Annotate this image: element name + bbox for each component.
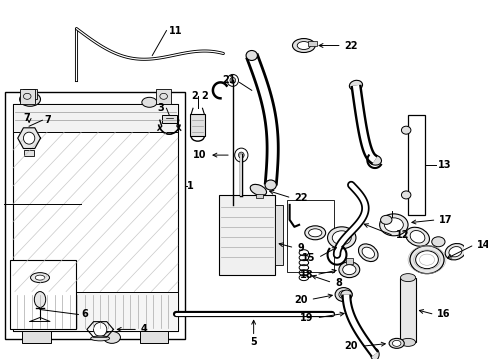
Ellipse shape [264, 180, 276, 190]
Circle shape [238, 152, 244, 158]
Ellipse shape [348, 80, 362, 90]
Ellipse shape [400, 274, 415, 282]
Ellipse shape [384, 218, 403, 232]
Ellipse shape [103, 332, 120, 343]
Bar [24, 150, 34, 156]
Polygon shape [18, 128, 41, 149]
Ellipse shape [297, 41, 310, 50]
Bar [275, 205, 283, 265]
Ellipse shape [431, 237, 444, 247]
Ellipse shape [392, 340, 400, 346]
Bar [345, 258, 352, 264]
Ellipse shape [292, 39, 315, 53]
Ellipse shape [388, 338, 404, 348]
Ellipse shape [448, 247, 461, 257]
Bar [22, 332, 51, 343]
Ellipse shape [334, 288, 351, 302]
Ellipse shape [30, 273, 49, 283]
Ellipse shape [401, 191, 410, 199]
Text: 14: 14 [476, 240, 488, 250]
Circle shape [93, 323, 106, 336]
Ellipse shape [20, 92, 41, 106]
Text: 16: 16 [437, 310, 450, 319]
Ellipse shape [331, 231, 350, 245]
Text: 11: 11 [169, 26, 183, 36]
Bar [255, 194, 263, 198]
Bar [5, 92, 185, 339]
Text: 3: 3 [157, 103, 163, 113]
Ellipse shape [409, 246, 443, 274]
Ellipse shape [24, 95, 36, 103]
Ellipse shape [338, 262, 359, 278]
Bar [13, 104, 178, 332]
Text: 2: 2 [191, 91, 198, 101]
Ellipse shape [35, 275, 45, 280]
Text: 12: 12 [395, 230, 408, 240]
Ellipse shape [304, 226, 325, 240]
Ellipse shape [340, 290, 351, 299]
Text: 15: 15 [301, 253, 315, 263]
Ellipse shape [34, 292, 45, 307]
Ellipse shape [308, 229, 321, 237]
Ellipse shape [90, 336, 109, 341]
Text: 2: 2 [201, 91, 208, 101]
Circle shape [23, 132, 35, 144]
Ellipse shape [415, 251, 437, 269]
Ellipse shape [379, 214, 407, 236]
Text: 18: 18 [299, 270, 313, 280]
Text: 9: 9 [297, 243, 304, 253]
Bar [190, 114, 205, 136]
Text: 10: 10 [192, 150, 206, 160]
Ellipse shape [400, 338, 415, 346]
Circle shape [229, 77, 235, 84]
Text: 4: 4 [141, 324, 147, 334]
Ellipse shape [327, 227, 355, 249]
Ellipse shape [358, 244, 377, 261]
Ellipse shape [338, 291, 347, 298]
Ellipse shape [142, 97, 157, 107]
Bar [400, 278, 415, 342]
Text: 19: 19 [300, 313, 313, 323]
Ellipse shape [245, 50, 257, 60]
Bar [407, 115, 424, 215]
Bar [286, 200, 333, 272]
Ellipse shape [370, 348, 378, 360]
Ellipse shape [367, 155, 381, 165]
Ellipse shape [409, 230, 424, 243]
Ellipse shape [444, 243, 465, 260]
Bar [20, 89, 35, 104]
Text: 17: 17 [438, 215, 452, 225]
Text: 6: 6 [81, 310, 88, 319]
Bar [13, 104, 178, 132]
Text: 1: 1 [187, 181, 194, 191]
Circle shape [226, 75, 238, 86]
Ellipse shape [361, 247, 374, 258]
Ellipse shape [342, 265, 355, 275]
Text: 22: 22 [294, 193, 307, 203]
Bar [218, 195, 275, 275]
Ellipse shape [401, 126, 410, 134]
Bar [23, 89, 37, 99]
Text: 13: 13 [437, 160, 451, 170]
Text: 8: 8 [334, 278, 341, 288]
Text: 20: 20 [294, 294, 307, 305]
Text: 7: 7 [44, 115, 51, 125]
Bar [10, 260, 76, 329]
Text: 22: 22 [344, 41, 357, 50]
Bar [307, 41, 316, 45]
Bar [13, 292, 178, 332]
Text: 21: 21 [222, 75, 235, 85]
Text: 20: 20 [344, 341, 357, 351]
Ellipse shape [405, 227, 428, 246]
Text: 5: 5 [250, 337, 257, 347]
Circle shape [234, 148, 247, 162]
Ellipse shape [250, 184, 266, 195]
Bar [162, 115, 177, 123]
Text: 7: 7 [23, 113, 30, 123]
Bar [156, 89, 171, 104]
Bar [140, 332, 168, 343]
Ellipse shape [380, 215, 391, 224]
